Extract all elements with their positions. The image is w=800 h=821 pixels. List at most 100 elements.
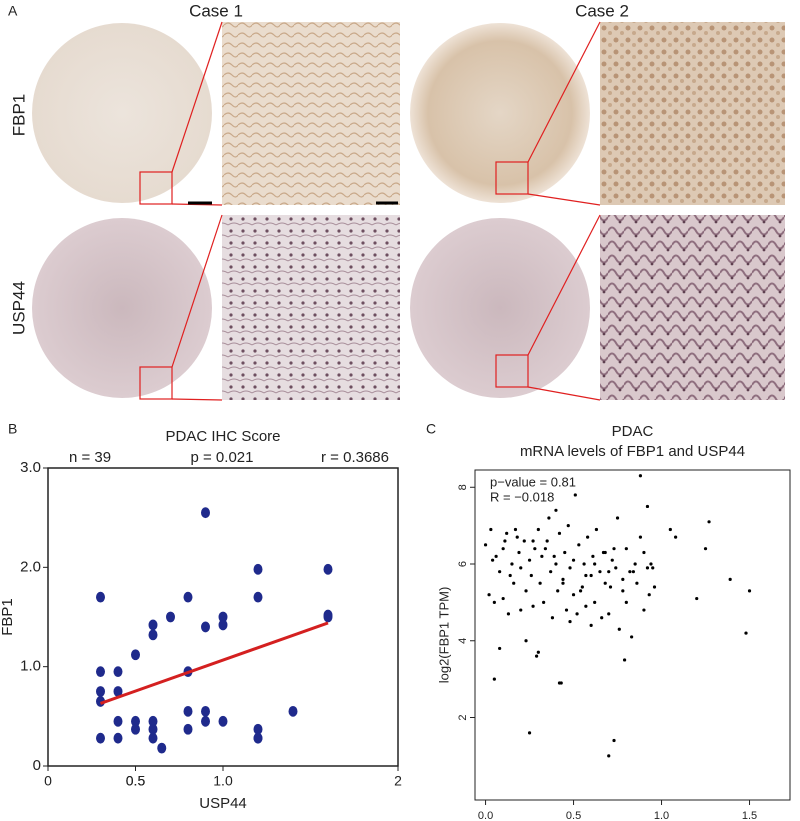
point bbox=[607, 570, 611, 574]
point bbox=[323, 563, 333, 575]
point bbox=[652, 585, 657, 589]
point bbox=[612, 547, 616, 551]
point bbox=[543, 547, 547, 551]
point bbox=[642, 608, 646, 612]
point bbox=[607, 612, 611, 616]
point bbox=[580, 585, 584, 589]
point bbox=[557, 681, 562, 685]
point bbox=[183, 723, 193, 735]
y-tick-label: 6 bbox=[457, 561, 469, 567]
point bbox=[201, 715, 210, 727]
point bbox=[591, 554, 595, 558]
point bbox=[218, 619, 228, 631]
point bbox=[96, 732, 105, 744]
point bbox=[253, 723, 263, 735]
zoom-boxes bbox=[139, 21, 601, 401]
point bbox=[594, 527, 599, 532]
point bbox=[113, 715, 123, 727]
point bbox=[589, 573, 593, 578]
point bbox=[148, 715, 158, 727]
y-tick-label: 0 bbox=[33, 757, 41, 774]
point bbox=[747, 589, 752, 593]
point bbox=[674, 535, 678, 539]
zoom-image bbox=[222, 22, 400, 205]
point bbox=[603, 581, 607, 585]
column-label: Case 1 bbox=[189, 1, 243, 20]
fit-line bbox=[99, 621, 329, 705]
zoom-image bbox=[600, 215, 785, 400]
point bbox=[524, 639, 528, 643]
y-tick-label: 1.0 bbox=[20, 658, 41, 675]
point bbox=[635, 581, 639, 585]
point bbox=[554, 562, 558, 566]
point bbox=[288, 705, 298, 717]
point bbox=[218, 715, 228, 727]
point bbox=[536, 650, 540, 654]
point bbox=[522, 539, 526, 543]
point bbox=[566, 524, 570, 528]
plot-frame bbox=[474, 469, 791, 801]
point bbox=[564, 608, 569, 612]
point bbox=[573, 493, 577, 497]
point bbox=[131, 723, 140, 735]
point bbox=[600, 616, 604, 620]
point bbox=[608, 585, 613, 589]
tissue-core bbox=[410, 218, 590, 398]
point bbox=[494, 554, 498, 558]
point bbox=[571, 558, 576, 562]
point bbox=[131, 715, 140, 727]
point bbox=[490, 558, 495, 562]
point bbox=[534, 654, 539, 658]
point bbox=[529, 573, 533, 578]
annotation: R = −0.018 bbox=[490, 489, 554, 504]
point bbox=[536, 527, 540, 532]
x-tick-label: 0.5 bbox=[566, 810, 581, 821]
point bbox=[568, 619, 572, 624]
point bbox=[533, 547, 537, 551]
point bbox=[531, 539, 535, 543]
point bbox=[614, 566, 618, 570]
point bbox=[622, 658, 627, 662]
point bbox=[183, 591, 193, 603]
point bbox=[183, 705, 193, 717]
point bbox=[603, 550, 607, 555]
point bbox=[498, 570, 502, 574]
point bbox=[489, 527, 493, 532]
point bbox=[645, 504, 650, 509]
point bbox=[503, 539, 507, 543]
point bbox=[201, 705, 210, 717]
y-axis-label: log2(FBP1 TPM) bbox=[436, 587, 451, 684]
point bbox=[157, 742, 167, 754]
point bbox=[540, 554, 544, 558]
y-tick-label: 8 bbox=[457, 484, 469, 490]
point bbox=[483, 543, 488, 547]
point bbox=[148, 723, 158, 735]
point bbox=[578, 589, 583, 593]
point bbox=[631, 570, 635, 574]
point bbox=[584, 604, 588, 608]
panel-label: A bbox=[8, 3, 18, 19]
point bbox=[582, 562, 586, 566]
point bbox=[744, 631, 748, 635]
tissue-core bbox=[410, 23, 590, 203]
point bbox=[624, 600, 628, 604]
point bbox=[612, 738, 616, 743]
y-axis-label: FBP1 bbox=[0, 598, 16, 636]
point bbox=[628, 570, 632, 574]
point bbox=[542, 600, 546, 604]
point bbox=[593, 562, 597, 566]
annotation: n = 39 bbox=[69, 449, 111, 466]
point bbox=[638, 535, 643, 539]
panel-a-images bbox=[32, 21, 785, 401]
row-label: USP44 bbox=[9, 281, 28, 335]
point bbox=[610, 558, 614, 562]
point bbox=[501, 547, 505, 551]
point bbox=[148, 629, 158, 641]
point bbox=[498, 646, 502, 651]
point bbox=[607, 754, 611, 758]
point bbox=[630, 635, 634, 639]
point bbox=[506, 612, 511, 616]
x-tick-label: 1.0 bbox=[213, 773, 233, 789]
point bbox=[113, 666, 123, 678]
